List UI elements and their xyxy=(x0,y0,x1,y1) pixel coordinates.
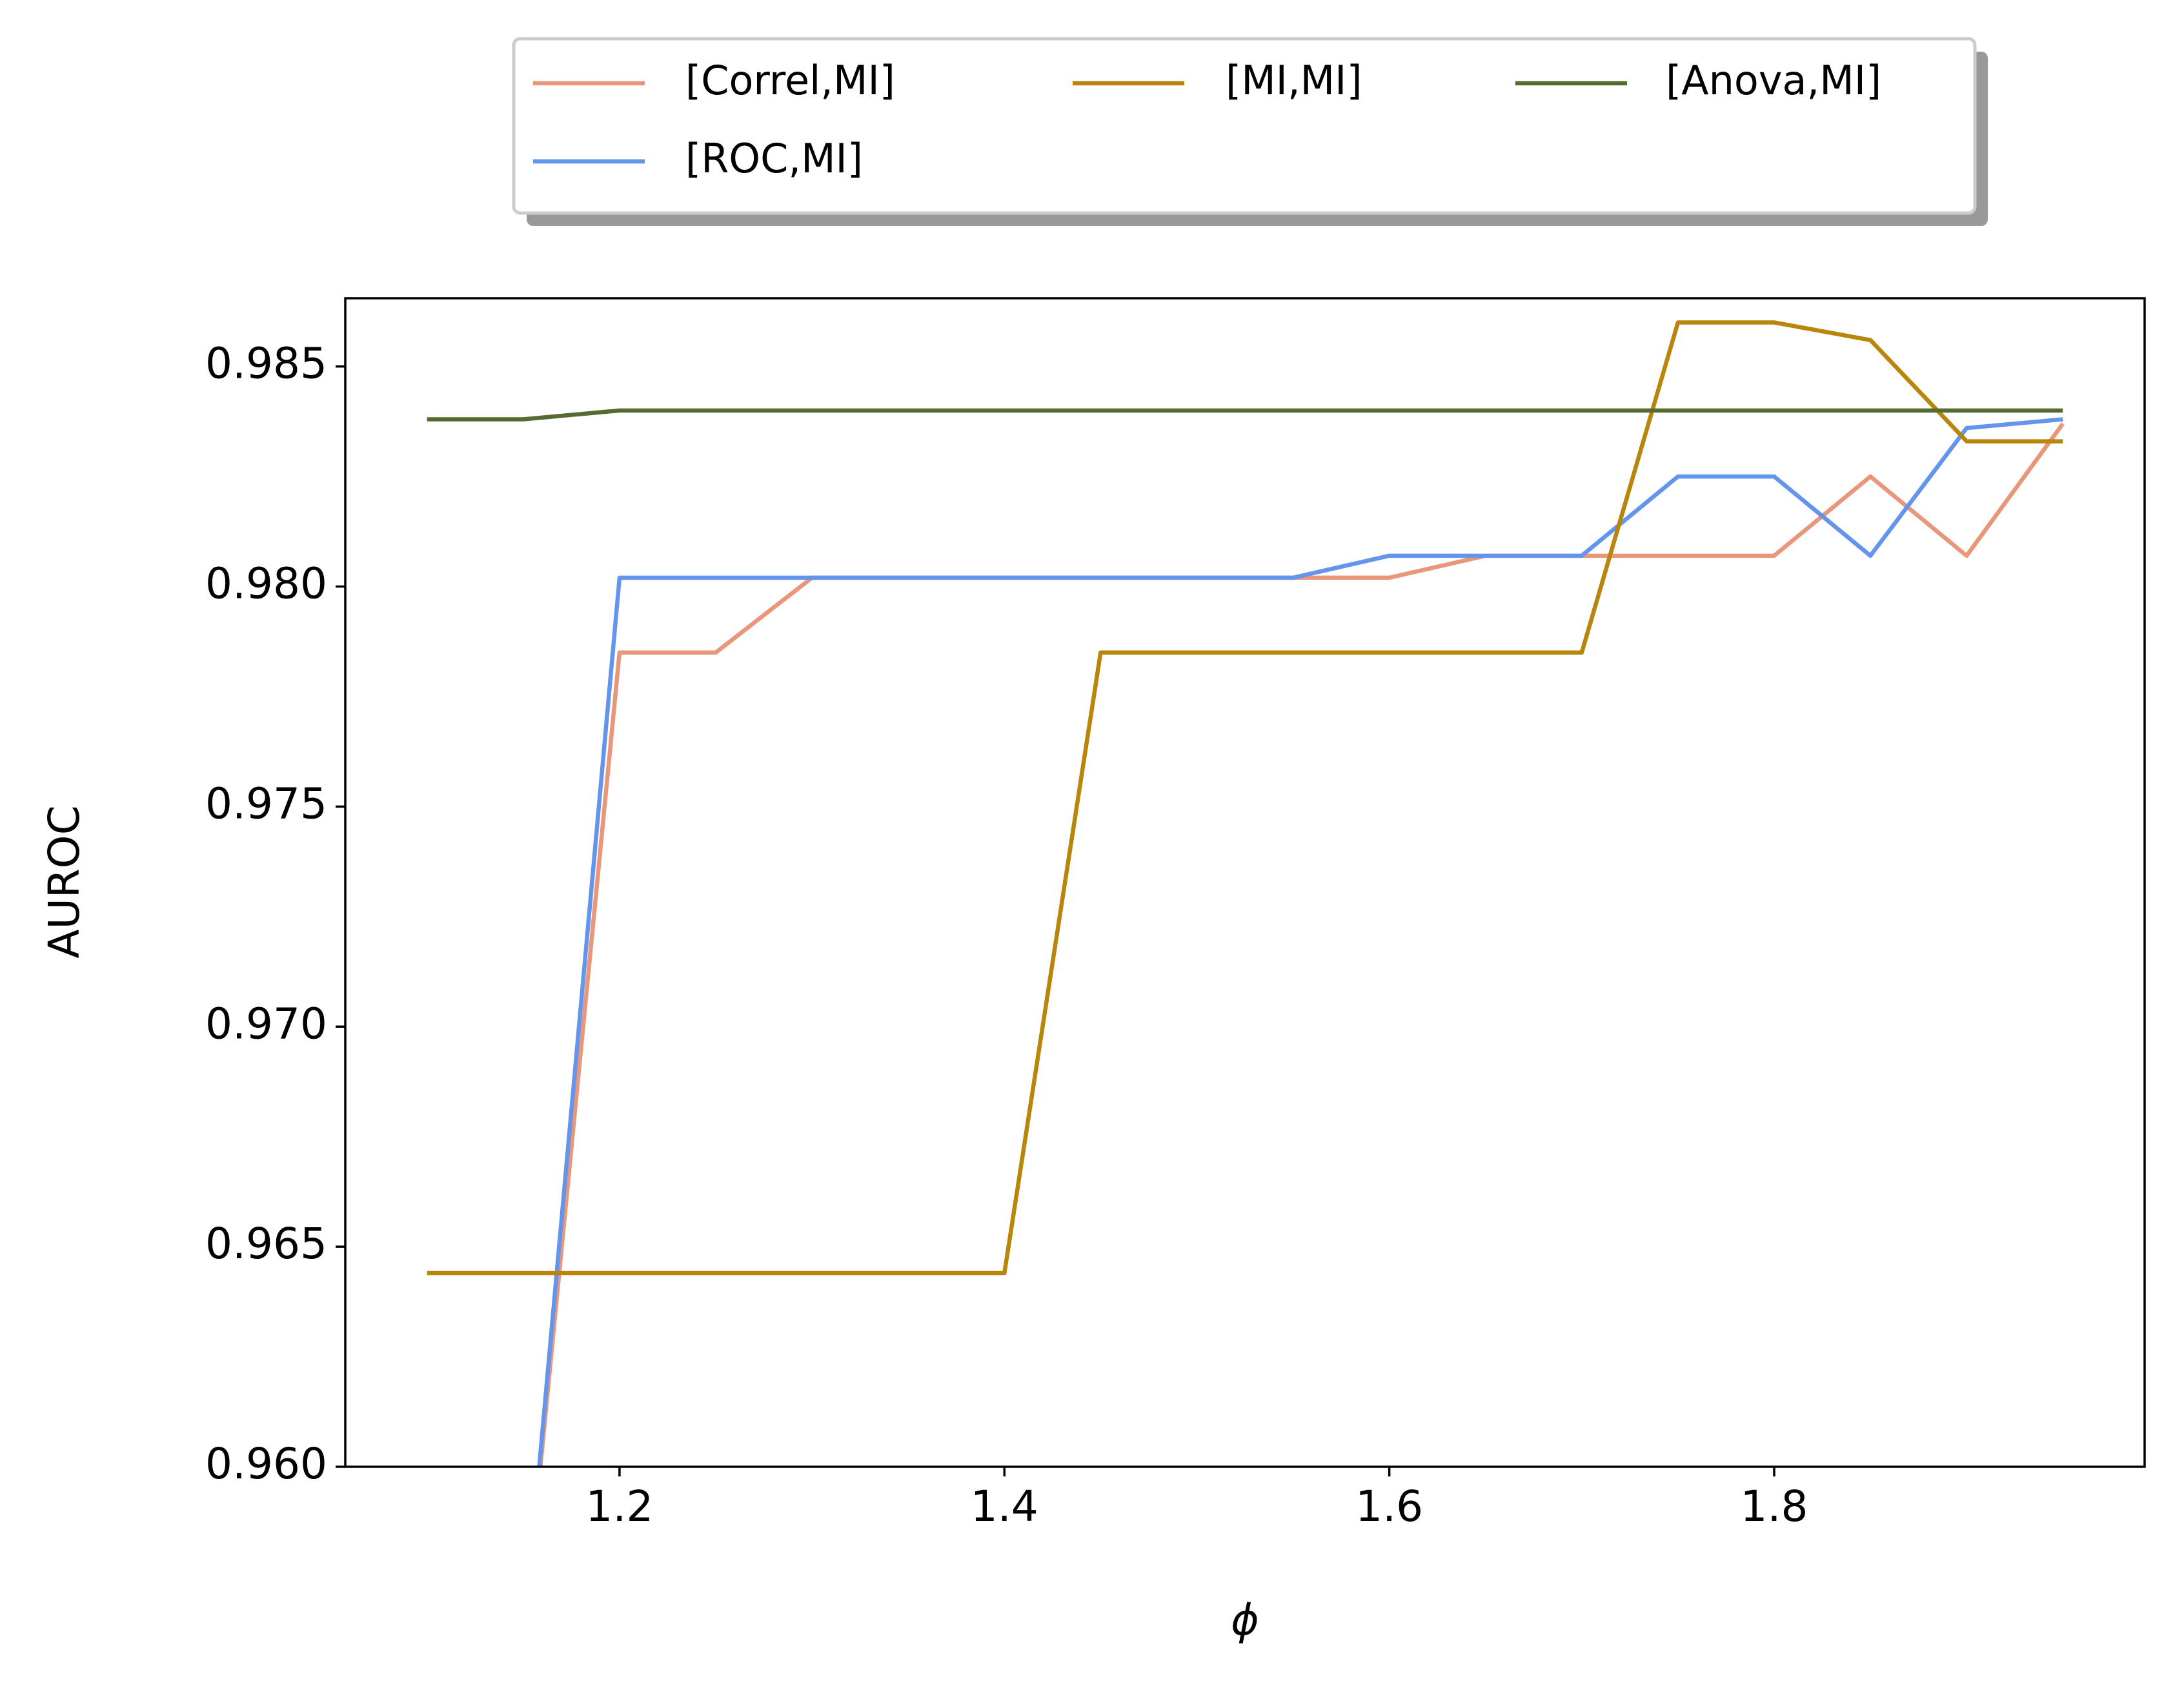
y-tick-label: 0.980 xyxy=(205,559,327,609)
series-line xyxy=(427,408,2063,422)
y-tick-label: 0.970 xyxy=(205,999,327,1048)
x-tick-label: 1.6 xyxy=(1355,1482,1423,1531)
y-tick-label: 0.960 xyxy=(205,1439,327,1489)
x-tick-label: 1.2 xyxy=(585,1482,653,1531)
x-tick-label: 1.8 xyxy=(1741,1482,1808,1531)
legend-label: [MI,MI] xyxy=(1226,57,1362,104)
series-line xyxy=(427,320,2063,1276)
y-tick-label: 0.985 xyxy=(205,339,327,389)
legend-label: [ROC,MI] xyxy=(685,135,863,182)
y-tick-label: 0.975 xyxy=(205,779,327,828)
y-tick-label: 0.965 xyxy=(205,1219,327,1269)
series-line xyxy=(537,417,2063,1467)
series-line xyxy=(538,422,2065,1467)
x-tick-label: 1.4 xyxy=(971,1482,1038,1531)
plot-frame xyxy=(344,297,2146,1468)
legend-label: [Correl,MI] xyxy=(685,57,895,104)
plot-lines xyxy=(427,320,2065,1467)
legend-label: [Anova,MI] xyxy=(1666,57,1881,104)
y-axis-label: AUROC xyxy=(39,805,89,958)
x-axis-label: ϕ xyxy=(1231,1595,1259,1645)
